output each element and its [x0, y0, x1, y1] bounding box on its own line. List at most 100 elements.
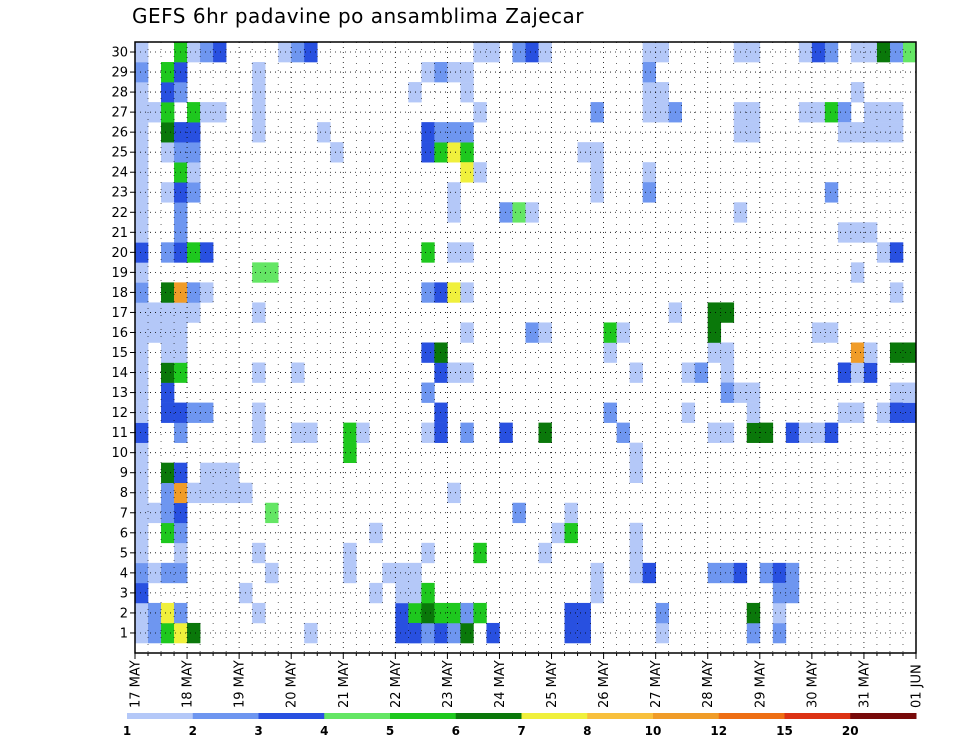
heatmap-cell: [460, 82, 474, 103]
heatmap-cell: [746, 602, 761, 624]
heatmap-cell: [200, 242, 214, 263]
heatmap-cell: [135, 542, 149, 564]
heatmap-cell: [889, 342, 904, 363]
heatmap-cell: [902, 42, 917, 63]
heatmap-cell: [577, 142, 591, 163]
heatmap-cell: [135, 282, 149, 303]
heatmap-cell: [824, 182, 839, 203]
heatmap-cell: [434, 122, 448, 143]
y-tick-label: 7: [120, 506, 128, 521]
heatmap-cell: [161, 62, 175, 83]
heatmap-cell: [187, 282, 201, 303]
heatmap-cell: [902, 402, 917, 423]
heatmap-cell: [200, 482, 214, 504]
heatmap-cell: [759, 562, 774, 584]
colorbar-label: 7: [517, 724, 525, 738]
heatmap-cell: [876, 122, 891, 143]
colorbar-swatch: [850, 713, 917, 719]
heatmap-cell: [590, 142, 604, 163]
heatmap-cell: [148, 602, 162, 624]
y-tick-label: 15: [111, 346, 128, 361]
heatmap-cell: [460, 122, 474, 143]
heatmap-cell: [746, 102, 761, 123]
heatmap-cell: [135, 482, 149, 504]
heatmap-cell: [850, 82, 865, 103]
heatmap-cell: [200, 282, 214, 303]
heatmap-cell: [564, 502, 578, 524]
heatmap-cell: [135, 582, 149, 604]
heatmap-cell: [720, 302, 735, 323]
heatmap-cell: [746, 122, 761, 143]
heatmap-cell: [824, 322, 839, 343]
heatmap-cell: [252, 262, 266, 283]
colorbar-label: 3: [254, 724, 262, 738]
heatmap-cell: [642, 82, 656, 103]
heatmap-cell: [161, 342, 175, 363]
heatmap-cell: [200, 42, 214, 63]
heatmap-cell: [421, 142, 435, 163]
heatmap-cell: [148, 502, 162, 524]
heatmap-cell: [447, 122, 461, 143]
x-tick-label: 21 MAY: [337, 660, 352, 708]
heatmap-cell: [187, 122, 201, 143]
heatmap-cell: [252, 402, 266, 423]
heatmap-cell: [772, 622, 787, 644]
heatmap-cell: [343, 542, 357, 564]
colorbar-label: 20: [842, 724, 859, 738]
x-tick-label: 01 JUN: [910, 664, 925, 708]
heatmap-cell: [135, 242, 149, 263]
heatmap-cell: [148, 102, 162, 123]
heatmap-cell: [213, 482, 227, 504]
colorbar-swatch: [455, 713, 522, 719]
heatmap-cell: [161, 482, 175, 504]
heatmap-cell: [629, 522, 643, 544]
heatmap-cell: [252, 122, 266, 143]
heatmap-cell: [837, 222, 852, 243]
x-tick-label: 18 MAY: [181, 660, 196, 708]
heatmap-cell: [629, 362, 643, 383]
heatmap-cell: [161, 102, 175, 123]
heatmap-cell: [460, 162, 474, 183]
heatmap-cell: [187, 182, 201, 203]
y-tick-label: 9: [120, 466, 128, 481]
heatmap-cell: [590, 562, 604, 584]
heatmap-cell: [135, 222, 149, 243]
colorbar-swatch: [324, 713, 391, 719]
heatmap-cell: [655, 82, 669, 103]
colorbar-label: 15: [776, 724, 793, 738]
y-tick-label: 21: [111, 226, 128, 241]
heatmap-cell: [395, 602, 409, 624]
y-tick-label: 5: [120, 546, 128, 561]
heatmap-cell: [590, 102, 604, 123]
heatmap-cell: [226, 462, 240, 484]
heatmap-cell: [642, 42, 656, 63]
heatmap-cell: [252, 542, 266, 564]
heatmap-cell: [551, 522, 565, 544]
heatmap-cell: [161, 82, 175, 103]
heatmap-cell: [252, 422, 266, 443]
heatmap-cell: [577, 622, 591, 644]
heatmap-cell: [681, 362, 696, 383]
heatmap-cell: [135, 522, 149, 544]
heatmap-cell: [720, 342, 735, 363]
heatmap-cell: [135, 362, 149, 383]
heatmap-cell: [902, 382, 917, 403]
y-tick-label: 11: [111, 426, 128, 441]
heatmap-cell: [889, 402, 904, 423]
heatmap-cell: [421, 342, 435, 363]
heatmap-cell: [447, 142, 461, 163]
heatmap-cell: [616, 422, 630, 443]
x-tick-label: 23 MAY: [441, 660, 456, 708]
heatmap-cell: [421, 382, 435, 403]
heatmap-cell: [434, 422, 448, 443]
heatmap-cell: [512, 42, 526, 63]
heatmap-cell: [135, 602, 149, 624]
heatmap-cell: [187, 242, 201, 263]
heatmap-cell: [720, 382, 735, 403]
heatmap-cell: [395, 582, 409, 604]
heatmap-cell: [135, 262, 149, 283]
heatmap-cell: [460, 242, 474, 263]
heatmap-cell: [720, 422, 735, 443]
heatmap-cell: [642, 182, 656, 203]
heatmap-cell: [382, 562, 396, 584]
